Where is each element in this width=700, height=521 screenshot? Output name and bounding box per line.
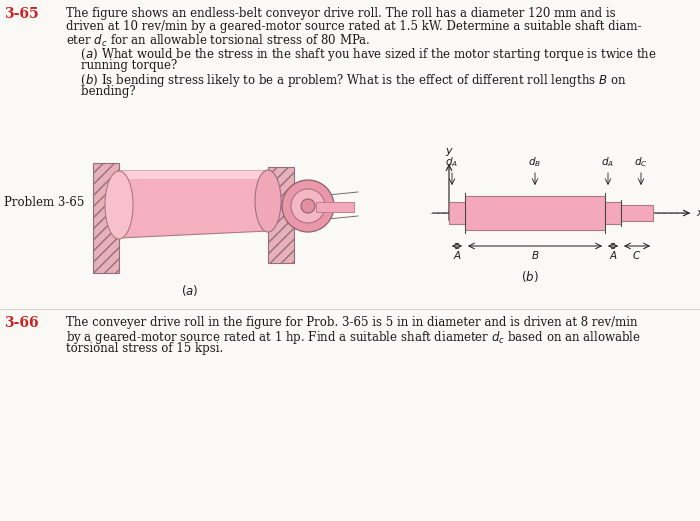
Text: $(b)$: $(b)$: [522, 269, 539, 284]
Ellipse shape: [282, 180, 334, 232]
Text: bending?: bending?: [66, 85, 136, 98]
Text: $d_A$: $d_A$: [445, 155, 458, 169]
Text: running torque?: running torque?: [66, 59, 177, 72]
Text: $A$: $A$: [452, 249, 461, 261]
Ellipse shape: [255, 170, 281, 232]
Text: $(a)$: $(a)$: [181, 283, 199, 298]
Text: Problem 3-65: Problem 3-65: [4, 196, 85, 209]
Ellipse shape: [301, 199, 315, 213]
Text: 3-66: 3-66: [4, 316, 39, 330]
Bar: [605, 202, 621, 224]
Text: torsional stress of 15 kpsi.: torsional stress of 15 kpsi.: [66, 342, 223, 355]
Bar: [93, 163, 119, 273]
Polygon shape: [119, 171, 268, 179]
Text: $x$: $x$: [696, 208, 700, 218]
Text: The figure shows an endless-belt conveyor drive roll. The roll has a diameter 12: The figure shows an endless-belt conveyo…: [66, 7, 615, 20]
Text: $d_B$: $d_B$: [528, 155, 542, 169]
Polygon shape: [119, 171, 268, 238]
Bar: [621, 205, 653, 221]
Bar: [268, 167, 294, 263]
Text: $A$: $A$: [608, 249, 617, 261]
Ellipse shape: [291, 189, 325, 223]
Text: $B$: $B$: [531, 249, 539, 261]
Bar: [449, 202, 465, 224]
Text: $d_C$: $d_C$: [634, 155, 648, 169]
Text: driven at 10 rev/min by a geared-motor source rated at 1.5 kW. Determine a suita: driven at 10 rev/min by a geared-motor s…: [66, 20, 641, 33]
Bar: [465, 196, 605, 230]
Text: 3-65: 3-65: [4, 7, 39, 21]
Ellipse shape: [105, 171, 133, 239]
Text: ($b$) Is bending stress likely to be a problem? What is the effect of different : ($b$) Is bending stress likely to be a p…: [66, 72, 626, 89]
Text: ($a$) What would be the stress in the shaft you have sized if the motor starting: ($a$) What would be the stress in the sh…: [66, 46, 657, 63]
Text: by a geared-motor source rated at 1 hp. Find a suitable shaft diameter $d_c$ bas: by a geared-motor source rated at 1 hp. …: [66, 329, 641, 346]
Text: $y$: $y$: [444, 146, 454, 158]
Text: The conveyer drive roll in the figure for Prob. 3-65 is 5 in in diameter and is : The conveyer drive roll in the figure fo…: [66, 316, 638, 329]
Text: $C$: $C$: [632, 249, 642, 261]
Text: eter $d_c$ for an allowable torsional stress of 80 MPa.: eter $d_c$ for an allowable torsional st…: [66, 33, 370, 49]
Bar: [316, 202, 354, 212]
Text: $d_A$: $d_A$: [601, 155, 615, 169]
